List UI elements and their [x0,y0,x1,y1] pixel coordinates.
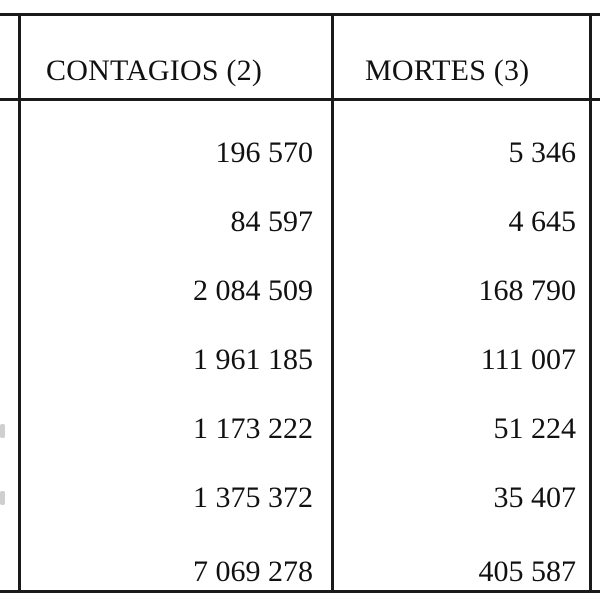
cell-contagios: 1 375 372 [193,481,313,514]
cropped-text-fragment [0,491,5,505]
cell-contagios: 2 084 509 [193,274,313,307]
column-divider-right [589,13,592,593]
header-separator [0,98,600,101]
cell-mortes: 5 346 [508,136,577,169]
column-header-mortes: MORTES (3) [365,54,530,87]
cropped-text-fragment [0,424,5,438]
table-top-border [0,13,600,16]
column-divider-left [18,13,21,593]
table-row: 196 570 5 346 [0,133,600,173]
table-row: 1 173 222 51 224 [0,409,600,449]
column-header-contagios: CONTAGIOS (2) [46,54,263,87]
cell-contagios: 1 961 185 [193,343,313,376]
cell-mortes: 405 587 [478,555,577,588]
cell-mortes: 51 224 [493,412,577,445]
cell-contagios: 84 597 [230,205,314,238]
cell-mortes: 168 790 [478,274,577,307]
cell-contagios: 1 173 222 [193,412,313,445]
cell-mortes: 4 645 [508,205,577,238]
table-row: 2 084 509 168 790 [0,271,600,311]
cell-contagios: 7 069 278 [193,555,313,588]
table-row: 1 375 372 35 407 [0,478,600,518]
table-row: 84 597 4 645 [0,202,600,242]
table-row: 7 069 278 405 587 [0,552,600,592]
column-divider-middle [331,13,334,593]
table-bottom-border [0,590,600,593]
table-row: 1 961 185 111 007 [0,340,600,380]
cell-mortes: 111 007 [480,343,576,376]
cell-contagios: 196 570 [215,136,314,169]
cell-mortes: 35 407 [493,481,577,514]
